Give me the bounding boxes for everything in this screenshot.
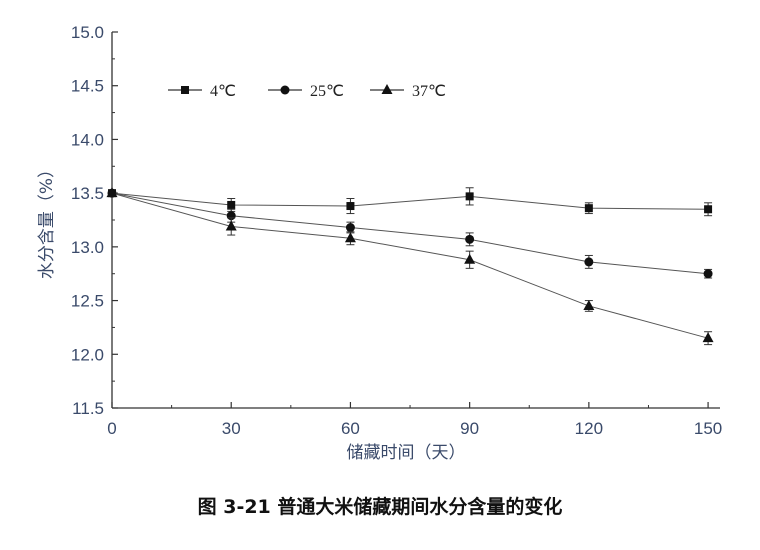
data-point [584,257,594,267]
data-point [584,204,593,213]
y-tick-label: 14.5 [71,77,104,96]
series-layer [106,187,714,346]
legend-marker [381,84,393,94]
x-axis-title: 储藏时间（天） [347,443,466,463]
legend-label: 25℃ [310,83,344,100]
data-point [702,332,714,343]
data-point [583,299,595,310]
x-tick-label: 90 [460,419,479,438]
data-point [106,187,118,198]
y-tick-label: 12.0 [71,345,104,364]
data-point [225,220,237,231]
x-tick-label: 120 [575,419,603,438]
legend-marker [181,86,189,94]
x-tick-label: 0 [107,419,116,438]
x-tick-label: 30 [222,419,241,438]
data-point [227,200,236,209]
data-point [703,269,713,279]
legend: 4℃ 25℃ 37℃ [168,83,446,100]
data-point [345,223,355,233]
y-tick-label: 15.0 [71,23,104,42]
series-triangle [106,187,714,346]
series-square [108,187,713,217]
data-point [465,192,474,201]
legend-label: 37℃ [412,83,446,100]
legend-marker [280,85,290,95]
y-tick-label: 12.5 [71,292,104,311]
legend-label: 4℃ [210,83,236,100]
data-point [464,253,476,264]
data-point [344,232,356,243]
y-tick-label: 13.0 [71,238,104,257]
moisture-line-chart: 11.5 12.0 12.5 13.0 13.5 14.0 14.5 15.0 0 30 60 90 1… [37,23,722,463]
y-tick-label: 14.0 [71,130,104,149]
data-point [704,205,713,214]
figure-caption: 图 3-21 普通大米储藏期间水分含量的变化 [197,496,563,518]
data-point [465,234,475,244]
series-line [111,192,709,210]
y-tick-label: 13.5 [71,184,104,203]
series-line [111,192,709,339]
data-point [346,202,355,211]
y-tick-label: 11.5 [72,399,104,418]
series-line [111,192,709,275]
x-tick-label: 150 [694,419,722,438]
x-tick-label: 60 [341,419,360,438]
y-axis-title: 水分含量（%） [37,161,57,279]
axes: 11.5 12.0 12.5 13.0 13.5 14.0 14.5 15.0 0 30 60 90 1… [37,23,722,463]
